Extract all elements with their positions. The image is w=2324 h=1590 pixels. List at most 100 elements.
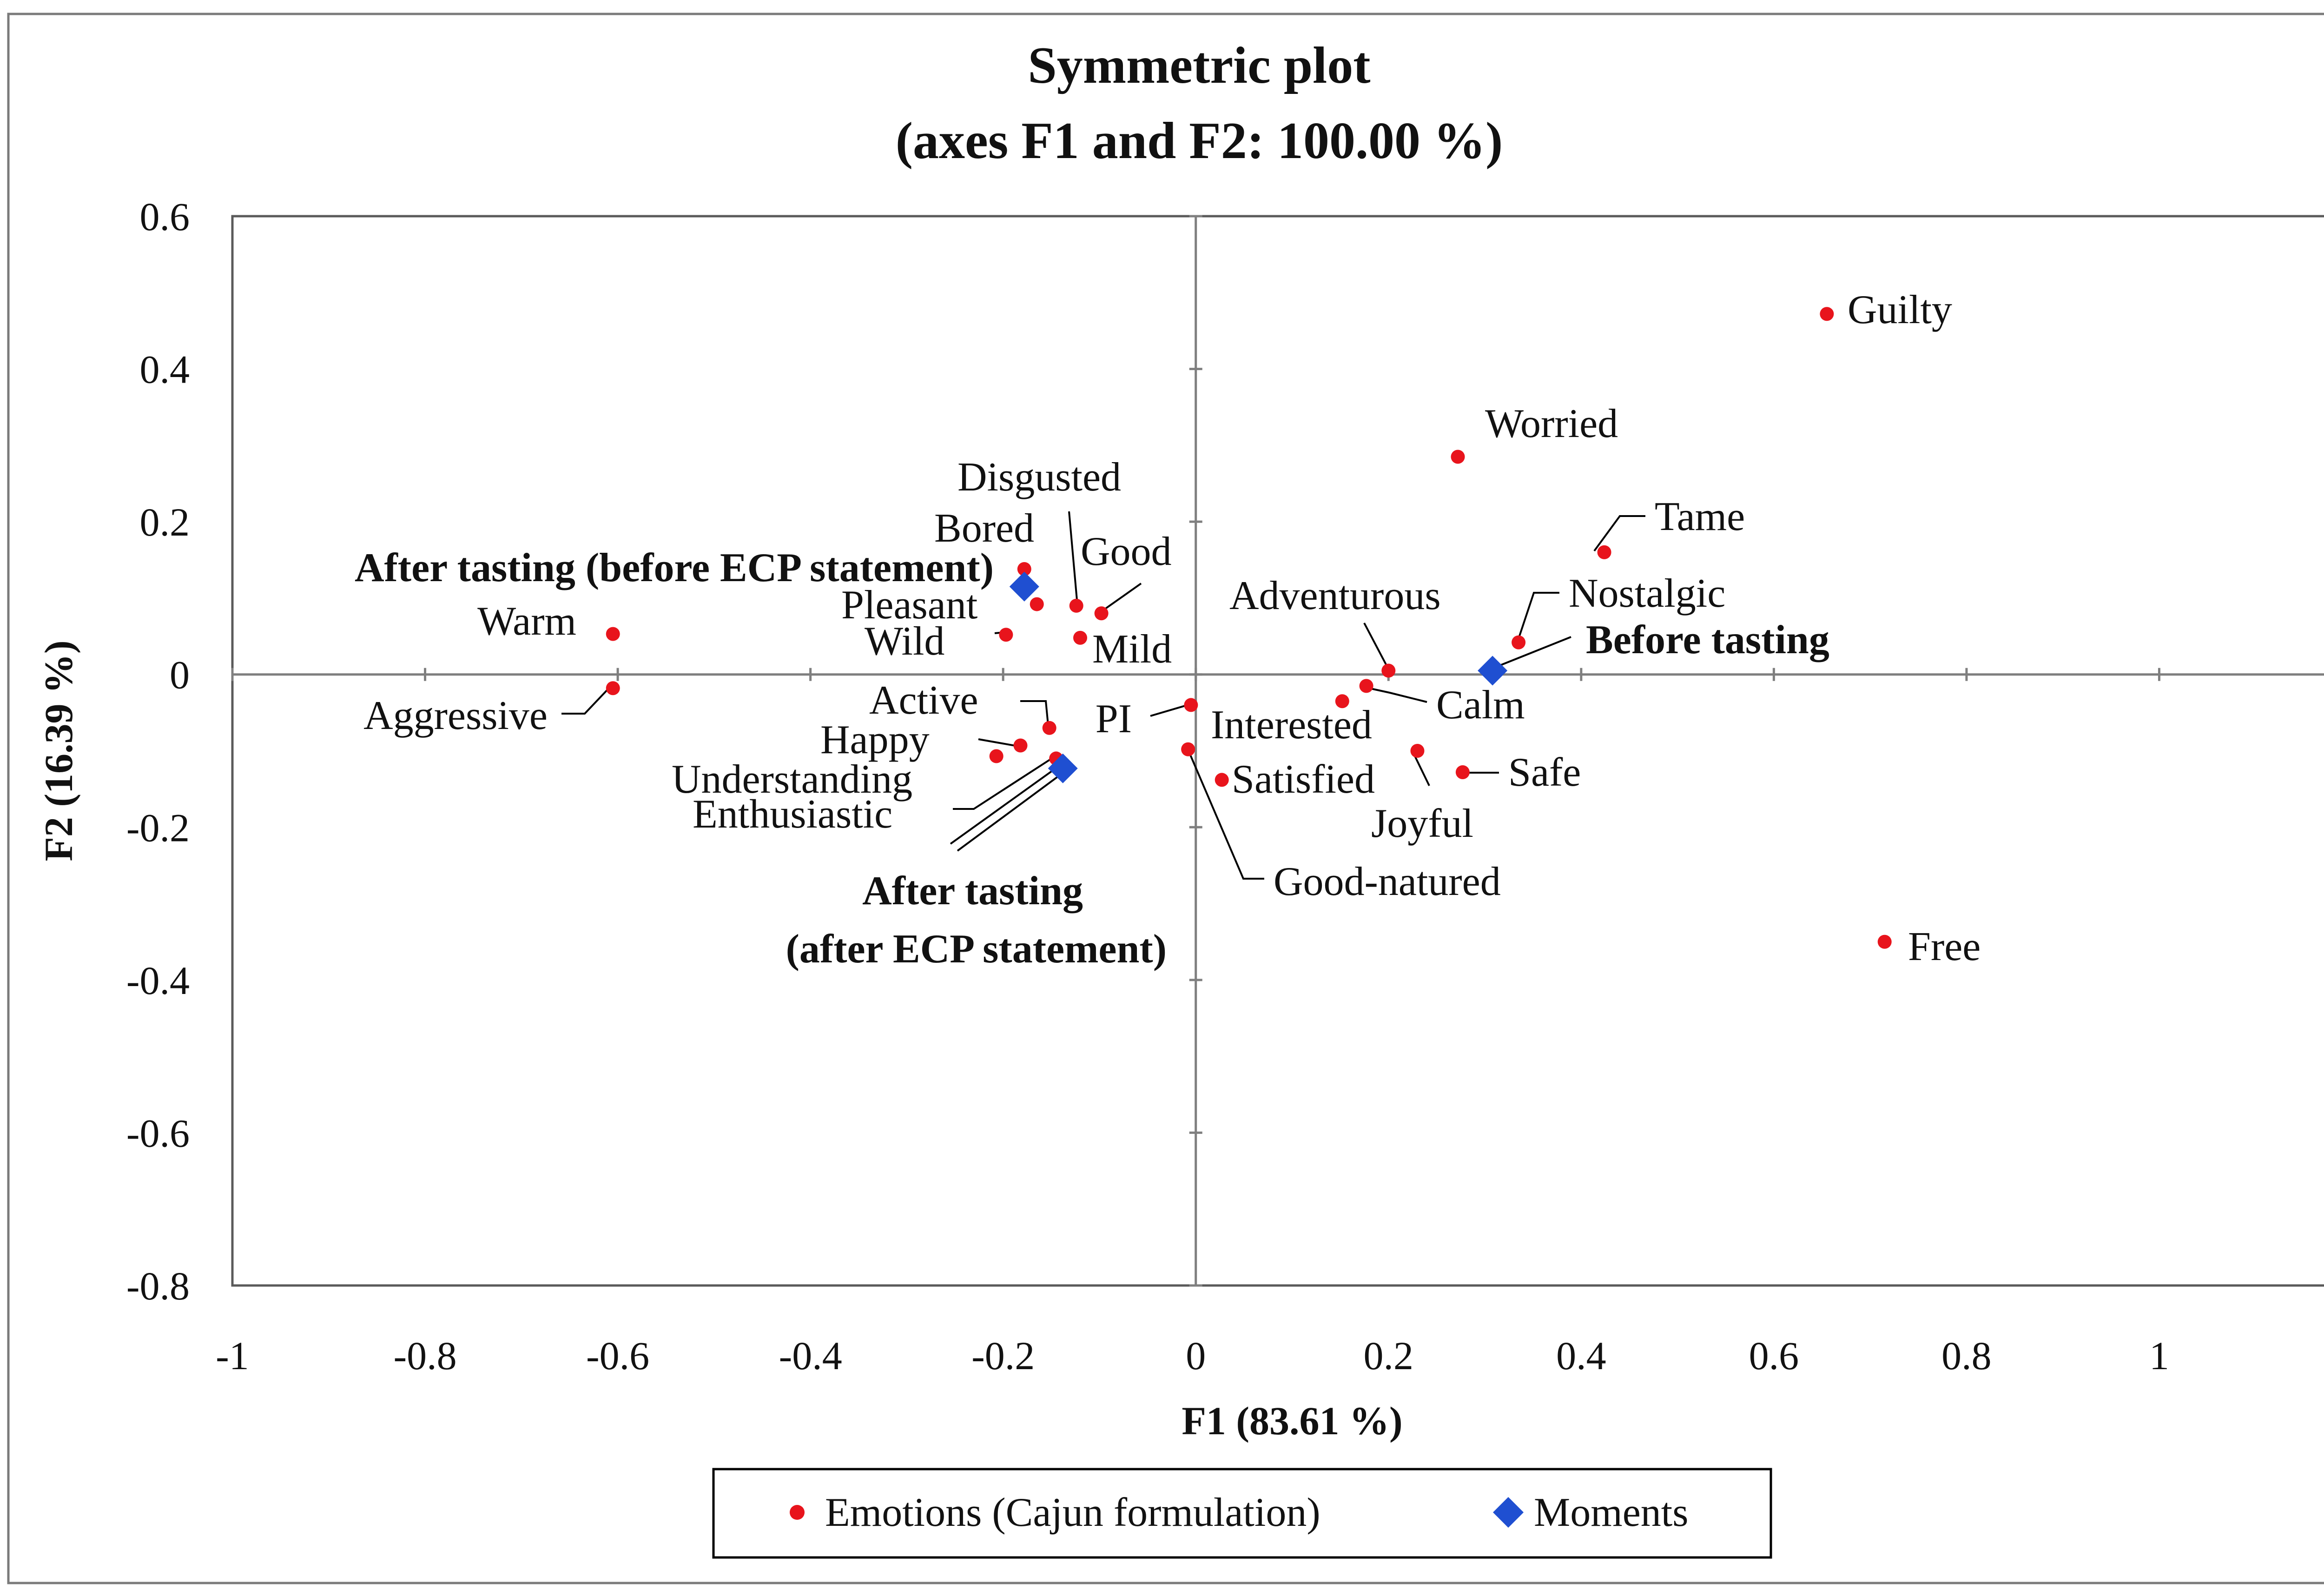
moment-marker-before-tasting	[1478, 656, 1508, 686]
emotion-point-pleasant	[1030, 597, 1044, 611]
leader-line-aggressive	[561, 685, 612, 715]
leader-line-adventurous	[1363, 623, 1388, 668]
leader-line-pi	[1150, 703, 1190, 717]
leader-line-good	[1101, 583, 1142, 612]
label-leader-lines	[561, 511, 1645, 880]
x-tick-label: 0.4	[1556, 1333, 1606, 1378]
emotion-point-disgusted	[1069, 598, 1083, 613]
y-tick-label: 0.6	[140, 194, 190, 239]
y-tick-label: 0.2	[140, 500, 190, 544]
x-tick-label: -0.8	[393, 1333, 456, 1378]
y-tick-label: -0.6	[126, 1111, 190, 1155]
leader-line-tame	[1593, 515, 1645, 552]
point-label-interested: Interested	[1211, 702, 1372, 748]
y-tick-label: -0.4	[126, 958, 190, 1003]
leader-line-after-tasting-after-ecp-statement	[950, 766, 1058, 845]
point-label-good: Good	[1081, 529, 1172, 574]
emotion-point-warm	[606, 627, 620, 641]
point-label-tame: Tame	[1655, 494, 1745, 539]
emotion-point-worried	[1451, 450, 1465, 464]
emotion-point-nostalgic	[1512, 635, 1526, 649]
point-label-nostalgic: Nostalgic	[1569, 571, 1725, 616]
x-tick-label: 1	[2149, 1333, 2169, 1378]
chart-title-line-2: (axes F1 and F2: 100.00 %)	[896, 112, 1503, 170]
emotion-point-joyful	[1410, 744, 1425, 758]
point-label-active: Active	[869, 678, 978, 723]
y-tick-labels: -0.8 -0.6 -0.4 -0.2 0 0.2 0.4 0.6	[126, 194, 190, 1308]
x-tick-label: -0.2	[971, 1333, 1035, 1378]
y-tick-label: 0.4	[140, 347, 190, 392]
point-label-joyful: Joyful	[1371, 801, 1473, 846]
leader-line-joyful	[1412, 752, 1430, 786]
emotion-point-active	[1042, 721, 1056, 735]
x-tick-label: -0.6	[586, 1333, 649, 1378]
point-label-pleasant: Pleasant	[841, 583, 977, 628]
emotion-point-tame	[1597, 545, 1611, 559]
point-label-warm: Warm	[477, 599, 576, 644]
emotion-point-happy	[1013, 738, 1028, 753]
leader-line-enthusiastic	[953, 756, 1055, 810]
legend-moments-label: Moments	[1534, 1490, 1688, 1535]
leader-line-happy	[978, 738, 1018, 747]
leader-line-nostalgic	[1517, 592, 1559, 642]
chart-frame	[7, 13, 2324, 1584]
legend-box	[712, 1468, 1772, 1559]
emotion-point-understanding	[989, 749, 1004, 763]
point-label-guilty: Guilty	[1848, 287, 1952, 332]
point-label-understanding: Understanding	[672, 757, 912, 802]
leader-line-calm	[1364, 686, 1427, 703]
data-points	[606, 307, 1892, 949]
y-axis-title: F2 (16.39 %)	[36, 640, 81, 861]
legend-emotions-marker	[790, 1505, 805, 1520]
point-label-safe: Safe	[1508, 750, 1581, 795]
point-label-before-tasting: Before tasting	[1586, 617, 1829, 662]
legend: Emotions (Cajun formulation) Moments	[712, 1468, 1772, 1559]
emotion-point-good-natured	[1181, 742, 1195, 756]
point-label-mild: Mild	[1092, 627, 1172, 672]
point-label-disgusted: Disgusted	[957, 455, 1121, 500]
plot-border	[231, 215, 2324, 1287]
emotion-point-satisfied	[1215, 773, 1229, 787]
point-label-adventurous: Adventurous	[1229, 573, 1441, 618]
emotion-point-interested	[1335, 694, 1349, 709]
point-label-wild: Wild	[865, 619, 944, 664]
emotion-point-good	[1094, 606, 1109, 621]
emotion-point-bored	[1017, 562, 1031, 576]
emotion-point-pi	[1184, 698, 1198, 712]
emotion-point-mild	[1073, 630, 1087, 645]
point-labels: Guilty Worried Tame Nostalgic Adventurous Cal…	[355, 287, 1981, 972]
y-tick-label: -0.8	[126, 1264, 190, 1308]
point-label-calm: Calm	[1436, 682, 1525, 728]
x-axis-title: F1 (83.61 %)	[1182, 1398, 1402, 1443]
point-label-after-tasting-after-ecp-statement-line-2: (after ECP statement)	[786, 927, 1167, 972]
point-label-free: Free	[1908, 924, 1981, 969]
x-tick-label: 0.6	[1749, 1333, 1799, 1378]
x-tick-labels: -1-0.8-0.6-0.4-0.200.20.40.60.811.2	[216, 1333, 2169, 1378]
leader-line-active	[1020, 700, 1049, 726]
x-tick-label: -0.4	[779, 1333, 842, 1378]
moment-marker-after-tasting-after-ecp-statement	[1048, 753, 1078, 783]
legend-emotions-label: Emotions (Cajun formulation)	[825, 1490, 1320, 1535]
point-label-pi: PI	[1096, 696, 1132, 742]
point-label-satisfied: Satisfied	[1232, 757, 1375, 802]
x-tick-label: 0.2	[1364, 1333, 1414, 1378]
point-label-enthusiastic: Enthusiastic	[693, 792, 892, 837]
emotion-point-aggressive	[606, 681, 620, 696]
point-label-worried: Worried	[1485, 401, 1618, 446]
point-label-after-tasting-before-ecp-statement: After tasting (before ECP statement)	[355, 545, 994, 590]
emotion-point-adventurous	[1381, 663, 1396, 678]
emotion-point-guilty	[1820, 307, 1834, 321]
point-label-happy: Happy	[820, 717, 930, 762]
emotion-point-calm	[1359, 679, 1373, 693]
x-tick-label: -1	[216, 1333, 249, 1378]
y-tick-label: 0	[170, 653, 190, 697]
leader-line-after-tasting-after-ecp-statement	[957, 771, 1065, 852]
moment-marker-after-tasting-before-ecp-statement	[1009, 571, 1039, 602]
leader-line-good-natured	[1187, 748, 1264, 880]
emotion-point-wild	[999, 628, 1013, 642]
plot-area: Guilty Worried Tame Nostalgic Adventurous Cal…	[231, 215, 2324, 1287]
leader-line-disgusted	[1068, 511, 1078, 606]
y-tick-label: -0.2	[126, 805, 190, 850]
emotion-point-free	[1877, 934, 1892, 949]
